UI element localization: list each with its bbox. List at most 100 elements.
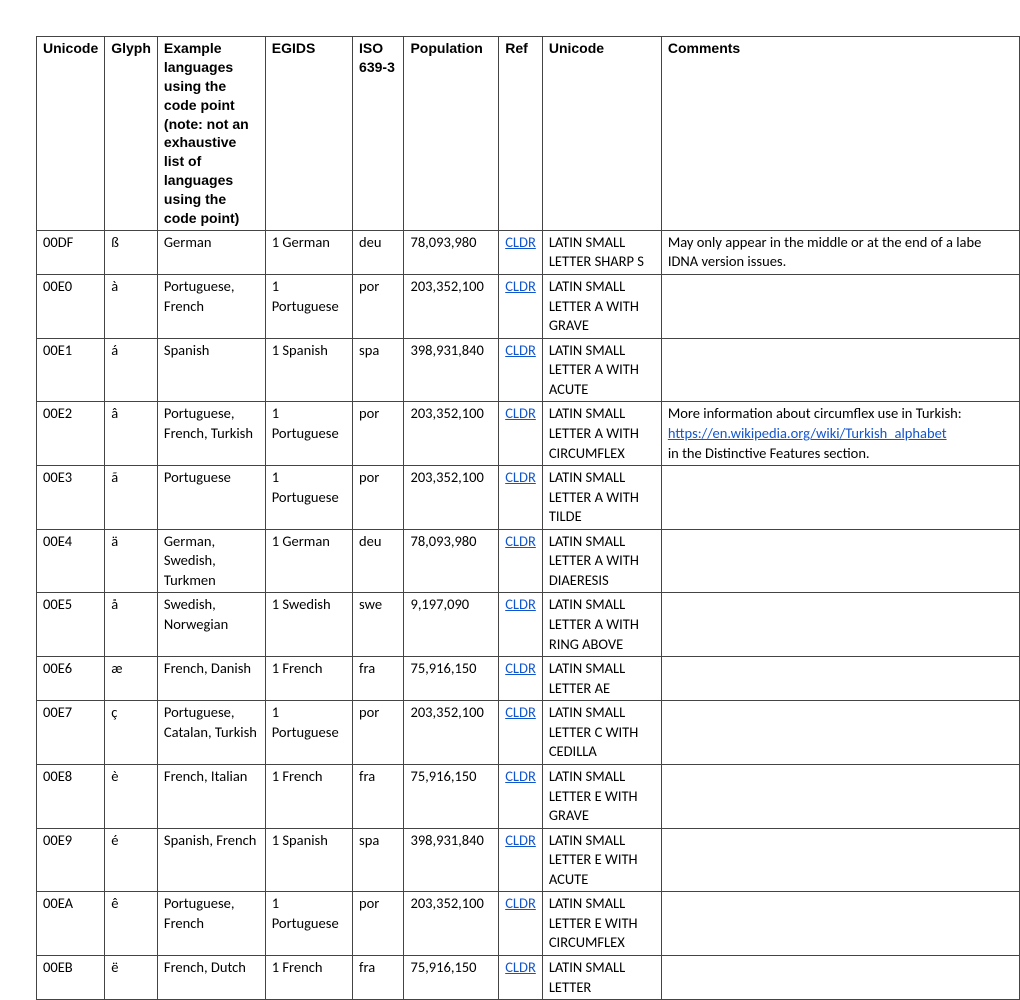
cell-comments xyxy=(661,892,1019,956)
table-row: 00EBëFrench, Dutch1 Frenchfra75,916,150C… xyxy=(37,956,1020,1000)
col-unicode-name: Unicode xyxy=(542,37,661,231)
cell-iso: por xyxy=(353,275,404,339)
cell-comments xyxy=(661,466,1019,530)
cell-comments xyxy=(661,593,1019,657)
cell-ref: CLDR xyxy=(499,701,543,765)
cell-unicode: 00E7 xyxy=(37,701,105,765)
ref-link[interactable]: CLDR xyxy=(505,468,536,486)
table-row: 00DFßGerman1 Germandeu78,093,980CLDRLATI… xyxy=(37,230,1020,274)
cell-languages: Spanish xyxy=(157,338,265,402)
col-population: Population xyxy=(404,37,499,231)
cell-iso: por xyxy=(353,466,404,530)
col-egids: EGIDS xyxy=(265,37,352,231)
cell-iso: spa xyxy=(353,338,404,402)
cell-iso: por xyxy=(353,402,404,466)
cell-iso: fra xyxy=(353,764,404,828)
cell-ref: CLDR xyxy=(499,828,543,892)
ref-link[interactable]: CLDR xyxy=(505,341,536,359)
cell-ref: CLDR xyxy=(499,338,543,402)
cell-languages: Swedish, Norwegian xyxy=(157,593,265,657)
cell-unicode-name: LATIN SMALL LETTER A WITH ACUTE xyxy=(542,338,661,402)
cell-population: 75,916,150 xyxy=(404,764,499,828)
cell-egids: 1 German xyxy=(265,529,352,593)
cell-unicode-name: LATIN SMALL LETTER A WITH RING ABOVE xyxy=(542,593,661,657)
table-row: 00E9éSpanish, French1 Spanishspa398,931,… xyxy=(37,828,1020,892)
cell-languages: French, Dutch xyxy=(157,956,265,1000)
ref-link[interactable]: CLDR xyxy=(505,659,536,677)
ref-link[interactable]: CLDR xyxy=(505,958,536,976)
cell-comments xyxy=(661,657,1019,701)
table-row: 00E2âPortuguese, French, Turkish1 Portug… xyxy=(37,402,1020,466)
cell-population: 78,093,980 xyxy=(404,230,499,274)
cell-ref: CLDR xyxy=(499,230,543,274)
cell-glyph: ê xyxy=(105,892,158,956)
ref-link[interactable]: CLDR xyxy=(505,277,536,295)
col-unicode: Unicode xyxy=(37,37,105,231)
cell-unicode: 00E5 xyxy=(37,593,105,657)
cell-egids: 1 Portuguese xyxy=(265,402,352,466)
cell-comments xyxy=(661,701,1019,765)
cell-unicode: 00EB xyxy=(37,956,105,1000)
table-row: 00E8èFrench, Italian1 Frenchfra75,916,15… xyxy=(37,764,1020,828)
cell-comments: May only appear in the middle or at the … xyxy=(661,230,1019,274)
comment-text: IDNA version issues. xyxy=(668,252,786,270)
cell-egids: 1 Spanish xyxy=(265,828,352,892)
cell-egids: 1 French xyxy=(265,764,352,828)
cell-population: 398,931,840 xyxy=(404,338,499,402)
cell-comments: More information about circumflex use in… xyxy=(661,402,1019,466)
cell-egids: 1 French xyxy=(265,657,352,701)
cell-ref: CLDR xyxy=(499,275,543,339)
ref-link[interactable]: CLDR xyxy=(505,767,536,785)
cell-unicode-name: LATIN SMALL LETTER A WITH CIRCUMFLEX xyxy=(542,402,661,466)
table-row: 00E0àPortuguese, French1 Portuguesepor20… xyxy=(37,275,1020,339)
cell-languages: German, Swedish, Turkmen xyxy=(157,529,265,593)
cell-unicode-name: LATIN SMALL LETTER A WITH TILDE xyxy=(542,466,661,530)
cell-ref: CLDR xyxy=(499,956,543,1000)
comment-text: May only appear in the middle or at the … xyxy=(668,233,982,251)
cell-glyph: ä xyxy=(105,529,158,593)
ref-link[interactable]: CLDR xyxy=(505,703,536,721)
cell-egids: 1 Portuguese xyxy=(265,275,352,339)
comment-link[interactable]: https://en.wikipedia.org/wiki/Turkish_al… xyxy=(668,424,947,442)
cell-languages: Portuguese, Catalan, Turkish xyxy=(157,701,265,765)
cell-glyph: ã xyxy=(105,466,158,530)
cell-unicode: 00DF xyxy=(37,230,105,274)
cell-population: 75,916,150 xyxy=(404,956,499,1000)
cell-ref: CLDR xyxy=(499,402,543,466)
cell-unicode: 00E3 xyxy=(37,466,105,530)
cell-unicode-name: LATIN SMALL LETTER A WITH GRAVE xyxy=(542,275,661,339)
cell-unicode: 00E1 xyxy=(37,338,105,402)
ref-link[interactable]: CLDR xyxy=(505,532,536,550)
cell-ref: CLDR xyxy=(499,593,543,657)
col-glyph: Glyph xyxy=(105,37,158,231)
table-header-row: Unicode Glyph Example languages using th… xyxy=(37,37,1020,231)
comment-text: More information about circumflex use in… xyxy=(668,404,962,422)
cell-iso: por xyxy=(353,701,404,765)
cell-iso: por xyxy=(353,892,404,956)
cell-unicode-name: LATIN SMALL LETTER E WITH CIRCUMFLEX xyxy=(542,892,661,956)
cell-comments xyxy=(661,828,1019,892)
cell-iso: fra xyxy=(353,657,404,701)
cell-glyph: ë xyxy=(105,956,158,1000)
cell-languages: French, Italian xyxy=(157,764,265,828)
cell-iso: deu xyxy=(353,230,404,274)
ref-link[interactable]: CLDR xyxy=(505,894,536,912)
table-row: 00E6æFrench, Danish1 Frenchfra75,916,150… xyxy=(37,657,1020,701)
cell-unicode-name: LATIN SMALL LETTER E WITH ACUTE xyxy=(542,828,661,892)
ref-link[interactable]: CLDR xyxy=(505,233,536,251)
ref-link[interactable]: CLDR xyxy=(505,831,536,849)
cell-ref: CLDR xyxy=(499,764,543,828)
ref-link[interactable]: CLDR xyxy=(505,404,536,422)
cell-glyph: à xyxy=(105,275,158,339)
cell-population: 398,931,840 xyxy=(404,828,499,892)
cell-egids: 1 French xyxy=(265,956,352,1000)
col-iso: ISO 639-3 xyxy=(353,37,404,231)
cell-languages: Portuguese, French xyxy=(157,892,265,956)
cell-languages: Portuguese, French, Turkish xyxy=(157,402,265,466)
cell-unicode-name: LATIN SMALL LETTER AE xyxy=(542,657,661,701)
cell-glyph: è xyxy=(105,764,158,828)
ref-link[interactable]: CLDR xyxy=(505,595,536,613)
cell-ref: CLDR xyxy=(499,466,543,530)
cell-unicode: 00E2 xyxy=(37,402,105,466)
cell-glyph: å xyxy=(105,593,158,657)
